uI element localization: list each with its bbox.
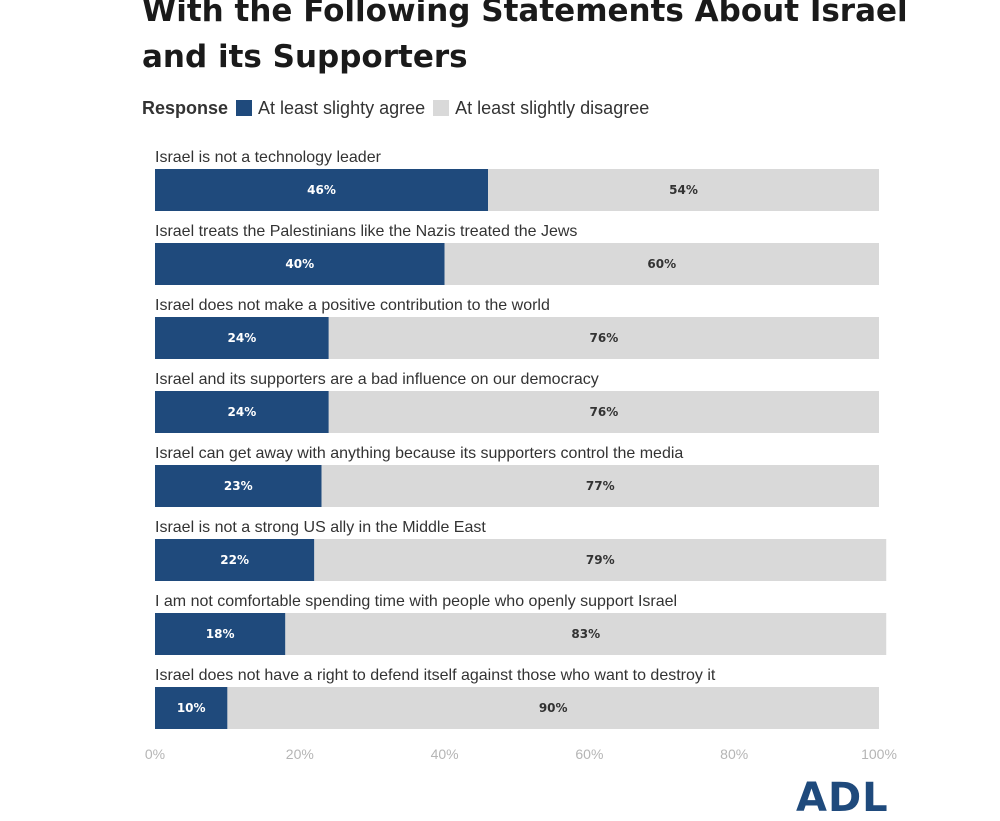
category-label: Israel is not a technology leader	[155, 149, 382, 166]
category-label: Israel does not make a positive contribu…	[155, 297, 550, 314]
x-tick-label: 20%	[286, 746, 314, 762]
value-label-agree: 24%	[228, 405, 257, 419]
value-label-agree: 40%	[285, 257, 314, 271]
value-label-disagree: 77%	[586, 479, 615, 493]
value-label-agree: 10%	[177, 701, 206, 715]
bar-agree	[155, 391, 329, 433]
legend-label-agree: At least slighty agree	[258, 97, 426, 118]
bar-disagree	[285, 613, 887, 655]
legend: Response At least slighty agree At least…	[142, 95, 657, 121]
x-tick-label: 60%	[575, 746, 603, 762]
bar-disagree	[444, 243, 879, 285]
value-label-agree: 18%	[206, 627, 235, 641]
value-label-agree: 46%	[307, 183, 336, 197]
category-label: Israel and its supporters are a bad infl…	[155, 371, 599, 388]
bar-agree	[155, 687, 228, 729]
value-label-agree: 24%	[228, 331, 257, 345]
x-tick-label: 80%	[720, 746, 748, 762]
legend-swatch-agree	[236, 100, 253, 116]
value-label-agree: 23%	[224, 479, 253, 493]
value-label-disagree: 60%	[647, 257, 676, 271]
bar-disagree	[227, 687, 879, 729]
bar-disagree	[328, 317, 879, 359]
bar-agree	[155, 539, 315, 581]
value-label-disagree: 90%	[539, 701, 568, 715]
x-tick-label: 0%	[145, 746, 165, 762]
value-label-disagree: 79%	[586, 553, 615, 567]
bar-agree	[155, 243, 445, 285]
legend-item-agree: At least slighty agree	[236, 98, 425, 119]
stacked-bar-chart: Israel is not a technology leader 46% 54% I…	[145, 149, 897, 762]
bar-disagree	[488, 169, 879, 211]
bar-agree	[155, 613, 286, 655]
category-label: Israel is not a strong US ally in the Mi…	[155, 519, 486, 536]
value-label-agree: 22%	[220, 553, 249, 567]
legend-label-disagree: At least slightly disagree	[455, 97, 650, 118]
bar-disagree	[321, 465, 879, 507]
bar-disagree	[314, 539, 887, 581]
bar-agree	[155, 317, 329, 359]
legend-swatch-disagree	[433, 100, 450, 116]
category-label: Israel does not have a right to defend i…	[155, 667, 716, 684]
legend-title: Response	[142, 97, 229, 118]
chart-title: With the Following Statements About Isra…	[142, 0, 908, 75]
x-tick-label: 100%	[861, 746, 897, 762]
bar-disagree	[328, 391, 879, 433]
bar-agree	[155, 169, 489, 211]
value-label-disagree: 76%	[590, 331, 619, 345]
value-label-disagree: 54%	[669, 183, 698, 197]
category-label: Israel treats the Palestinians like the …	[155, 223, 577, 240]
x-tick-label: 40%	[431, 746, 459, 762]
category-label: I am not comfortable spending time with …	[155, 593, 677, 610]
legend-item-disagree: At least slightly disagree	[433, 98, 649, 119]
value-label-disagree: 83%	[571, 627, 600, 641]
category-label: Israel can get away with anything becaus…	[155, 445, 683, 462]
bar-agree	[155, 465, 322, 507]
adl-logo: ADL	[796, 775, 889, 821]
value-label-disagree: 76%	[590, 405, 619, 419]
